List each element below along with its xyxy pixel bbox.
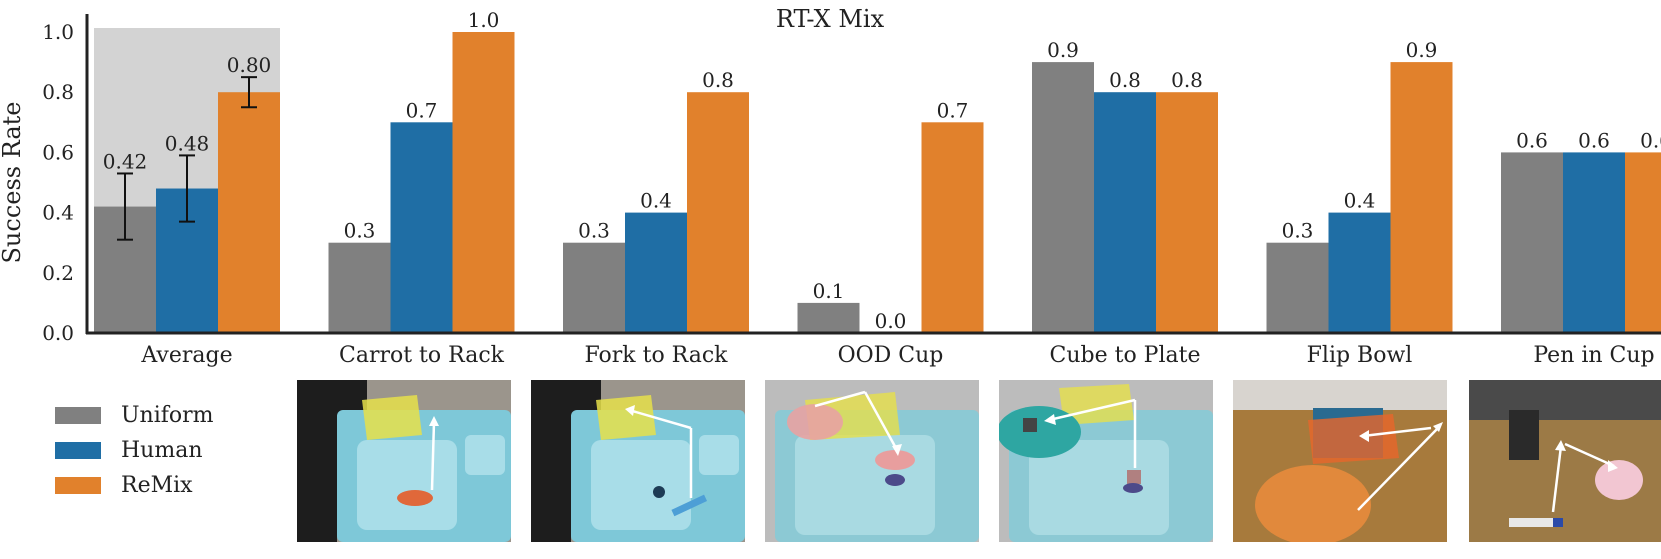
- bar-uniform-5: [1266, 242, 1329, 333]
- y-axis-label: Success Rate: [0, 101, 26, 263]
- bar-remix-6: [1625, 152, 1661, 333]
- bar-remix-4: [1156, 92, 1218, 333]
- data-label-remix-0: 0.80: [227, 53, 272, 77]
- data-label-human-2: 0.4: [640, 189, 672, 213]
- data-label-remix-2: 0.8: [702, 68, 734, 92]
- legend-item-human: Human: [55, 433, 214, 468]
- bar-uniform-2: [563, 242, 625, 333]
- y-tick-label-1: 0.2: [42, 261, 74, 285]
- data-label-human-4: 0.8: [1109, 68, 1141, 92]
- data-label-remix-5: 0.9: [1406, 38, 1438, 62]
- data-label-uniform-5: 0.3: [1282, 219, 1314, 243]
- fork-to-rack-photo: [531, 380, 745, 542]
- x-tick-label-5: Flip Bowl: [1307, 343, 1413, 368]
- bar-remix-0: [218, 92, 280, 333]
- data-label-human-5: 0.4: [1344, 189, 1376, 213]
- data-label-human-1: 0.7: [406, 98, 438, 122]
- legend-swatch-uniform: [55, 407, 101, 424]
- data-label-remix-1: 1.0: [468, 8, 500, 32]
- flip-bowl-photo: [1233, 380, 1447, 542]
- data-label-remix-3: 0.7: [937, 98, 969, 122]
- legend-label-human: Human: [121, 438, 203, 463]
- bar-remix-1: [452, 32, 515, 333]
- bar-human-2: [625, 212, 687, 333]
- bar-uniform-6: [1501, 152, 1563, 333]
- ood-cup-photo: [765, 380, 979, 542]
- y-tick-label-0: 0.0: [42, 321, 74, 345]
- data-label-remix-6: 0.6: [1640, 128, 1661, 152]
- data-label-uniform-2: 0.3: [578, 219, 610, 243]
- data-label-human-6: 0.6: [1578, 128, 1610, 152]
- legend-label-remix: ReMix: [121, 473, 193, 498]
- chart-title: RT-X Mix: [776, 5, 885, 33]
- chart-svg: 0.42 0.48 0.80 Average 0.3 0.7 1.0 Carrot to Ra…: [0, 5, 1661, 368]
- data-label-human-3: 0.0: [875, 309, 907, 333]
- bar-uniform-1: [328, 242, 391, 333]
- pen-in-cup-photo: [1469, 380, 1661, 542]
- y-tick-label-2: 0.4: [42, 201, 74, 225]
- x-tick-label-3: OOD Cup: [838, 343, 944, 368]
- x-tick-label-1: Carrot to Rack: [339, 343, 505, 368]
- bar-human-1: [390, 122, 453, 333]
- bar-human-5: [1328, 212, 1391, 333]
- legend-swatch-human: [55, 442, 101, 459]
- legend-label-uniform: Uniform: [121, 403, 214, 428]
- y-tick-label-4: 0.8: [42, 80, 74, 104]
- bar-remix-2: [687, 92, 749, 333]
- y-tick-label-5: 1.0: [42, 20, 74, 44]
- data-label-uniform-1: 0.3: [344, 219, 376, 243]
- data-label-uniform-0: 0.42: [103, 149, 148, 173]
- legend-swatch-remix: [55, 477, 101, 494]
- x-tick-label-6: Pen in Cup: [1533, 343, 1654, 368]
- data-label-uniform-4: 0.9: [1047, 38, 1079, 62]
- cube-to-plate-photo: [999, 380, 1213, 542]
- bar-remix-5: [1390, 62, 1453, 333]
- bar-remix-3: [921, 122, 984, 333]
- y-tick-label-3: 0.6: [42, 140, 74, 164]
- x-tick-label-2: Fork to Rack: [584, 343, 728, 368]
- x-tick-label-4: Cube to Plate: [1050, 343, 1201, 368]
- legend-item-uniform: Uniform: [55, 398, 214, 433]
- data-label-uniform-3: 0.1: [813, 279, 845, 303]
- x-tick-label-0: Average: [140, 343, 232, 368]
- bar-uniform-3: [797, 302, 860, 333]
- data-label-remix-4: 0.8: [1171, 68, 1203, 92]
- bar-human-6: [1563, 152, 1625, 333]
- bar-uniform-4: [1032, 62, 1094, 333]
- legend: Uniform Human ReMix: [55, 398, 214, 503]
- legend-item-remix: ReMix: [55, 468, 214, 503]
- data-label-human-0: 0.48: [165, 131, 210, 155]
- carrot-to-rack-photo: [297, 380, 511, 542]
- bar-human-4: [1094, 92, 1156, 333]
- data-label-uniform-6: 0.6: [1516, 128, 1548, 152]
